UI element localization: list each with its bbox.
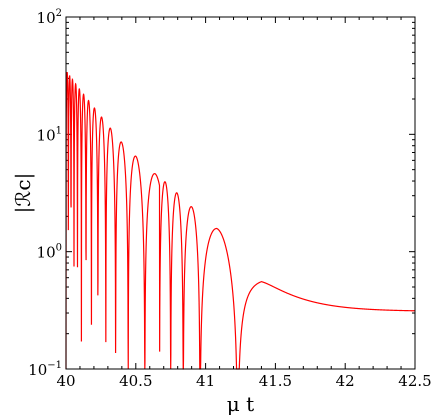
ticks — [65, 16, 416, 370]
x-tick-label: 42.5 — [398, 372, 431, 390]
y-tick-label: 10−1 — [28, 360, 62, 379]
plot-frame — [65, 16, 416, 370]
x-tick-labels: 40 40.5 41 41.5 42 42.5 — [56, 372, 431, 390]
y-tick-labels: 10−1 100 101 102 — [28, 8, 62, 379]
y-tick-label: 101 — [37, 125, 62, 144]
y-tick-label: 102 — [37, 8, 62, 27]
y-tick-label: 100 — [37, 243, 62, 262]
x-tick-label: 41.5 — [259, 372, 292, 390]
x-axis-title: μ t — [227, 392, 254, 416]
y-axis-title: |ℛc| — [11, 173, 36, 214]
x-tick-label: 40.5 — [119, 372, 152, 390]
x-tick-label: 42 — [336, 372, 355, 390]
x-tick-label: 40 — [56, 372, 75, 390]
series-line — [65, 71, 415, 370]
x-tick-label: 41 — [196, 372, 215, 390]
